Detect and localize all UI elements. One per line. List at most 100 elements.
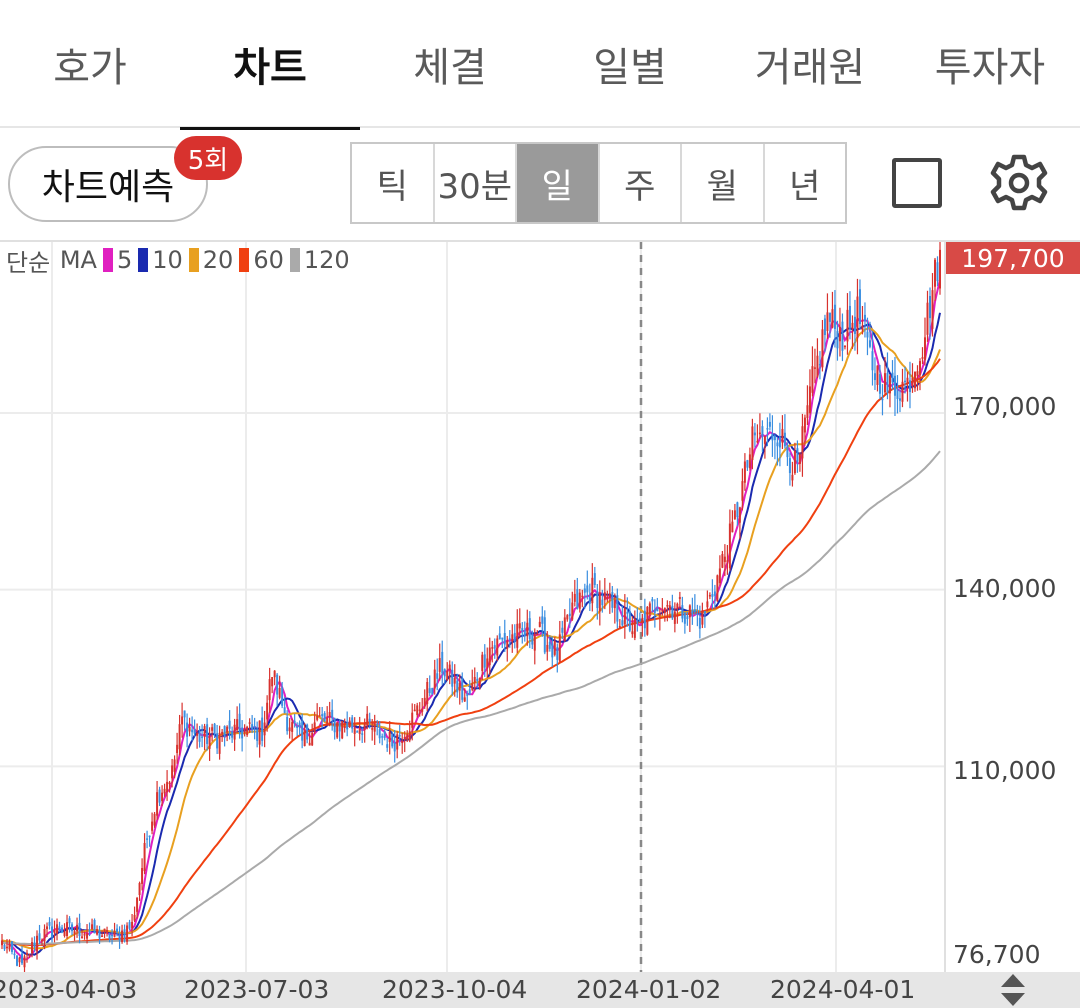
candle-body — [706, 601, 709, 608]
candle-body — [326, 717, 329, 724]
chart-grid — [0, 242, 946, 972]
candle-body — [8, 943, 11, 950]
tab-daily[interactable]: 일별 — [593, 45, 667, 91]
candle-body — [728, 523, 731, 569]
period-30min[interactable]: 30분 — [435, 144, 517, 222]
candlestick-chart[interactable] — [0, 242, 1080, 972]
candle-body — [328, 712, 331, 717]
candle-body — [501, 637, 504, 640]
candle-body — [866, 331, 869, 338]
candle-body — [468, 689, 471, 695]
candle-body — [208, 736, 211, 749]
candle-body — [171, 765, 174, 779]
candle-body — [331, 709, 334, 719]
candle-body — [596, 591, 599, 609]
period-week[interactable]: 주 — [600, 144, 682, 222]
candle-body — [158, 789, 161, 803]
candle-body — [256, 730, 259, 741]
candle-body — [138, 883, 141, 896]
candle-body — [781, 428, 784, 443]
tab-trades[interactable]: 체결 — [413, 45, 487, 91]
candle-body — [463, 697, 466, 702]
period-day[interactable]: 일 — [517, 144, 600, 222]
candle-body — [248, 722, 251, 724]
candle-body — [323, 713, 326, 722]
candle-body — [601, 599, 604, 606]
x-tick-label: 2023-07-03 — [184, 975, 330, 1004]
candle-body — [233, 724, 236, 740]
gear-icon[interactable] — [990, 152, 1048, 214]
candle-body — [828, 312, 831, 322]
candle-body — [541, 616, 544, 624]
tab-investors[interactable]: 투자자 — [934, 45, 1046, 91]
period-selector: 틱 30분 일 주 월 년 — [350, 142, 847, 224]
candle-body — [573, 593, 576, 602]
candle-body — [471, 683, 474, 690]
candle-body — [271, 677, 274, 687]
candle-body — [713, 591, 716, 596]
candle-body — [93, 919, 96, 934]
candle-body — [286, 716, 289, 732]
candle-body — [6, 946, 9, 949]
candle-body — [516, 623, 519, 648]
candle-body — [873, 373, 876, 381]
candle-body — [201, 736, 204, 739]
candle-body — [231, 731, 234, 738]
square-icon[interactable] — [892, 158, 942, 208]
candle-body — [108, 934, 111, 940]
candle-body — [353, 728, 356, 734]
candle-body — [798, 454, 801, 464]
candle-body — [786, 445, 789, 458]
candle-body — [243, 729, 246, 734]
candle-body — [921, 357, 924, 359]
candle-body — [923, 337, 926, 360]
tab-brokers[interactable]: 거래원 — [754, 45, 866, 91]
tab-hoga[interactable]: 호가 — [53, 45, 127, 91]
tab-chart[interactable]: 차트 — [180, 0, 360, 130]
candle-body — [498, 633, 501, 640]
candle-body — [791, 474, 794, 481]
candle-body — [926, 302, 929, 335]
candle-body — [748, 454, 751, 469]
candle-body — [598, 592, 601, 612]
candle-body — [876, 365, 879, 385]
candle-body — [716, 575, 719, 601]
candle-body — [451, 669, 454, 687]
candle-body — [31, 942, 34, 954]
candle-body — [371, 728, 374, 730]
candle-body — [871, 351, 874, 371]
candle-body — [78, 922, 81, 937]
candle-body — [571, 602, 574, 620]
candle-body — [43, 928, 46, 942]
period-tick[interactable]: 틱 — [352, 144, 435, 222]
candle-body — [146, 838, 149, 840]
candle-body — [116, 928, 119, 933]
scroll-updown-icon[interactable] — [998, 972, 1028, 1008]
candle-body — [131, 921, 134, 929]
candle-body — [611, 592, 614, 608]
candle-body — [851, 322, 854, 330]
candle-body — [293, 720, 296, 724]
x-axis-bar[interactable] — [0, 972, 1080, 1008]
candle-body — [316, 715, 319, 720]
candle-body — [761, 426, 764, 437]
candle-body — [406, 734, 409, 740]
candle-body — [533, 634, 536, 651]
period-year[interactable]: 년 — [789, 166, 821, 207]
candle-body — [348, 720, 351, 727]
candle-body — [383, 731, 386, 738]
candle-body — [488, 647, 491, 666]
ma-line-10 — [1, 312, 941, 956]
candle-body — [893, 375, 896, 396]
candle-body — [236, 719, 239, 731]
period-month[interactable]: 월 — [682, 144, 765, 222]
candle-body — [321, 714, 324, 717]
candle-body — [298, 722, 301, 728]
candle-body — [113, 931, 116, 937]
candle-body — [621, 620, 624, 626]
candle-body — [376, 724, 379, 726]
candle-body — [238, 713, 241, 732]
candle-body — [441, 651, 444, 674]
candle-body — [103, 928, 106, 933]
candle-body — [883, 373, 886, 393]
